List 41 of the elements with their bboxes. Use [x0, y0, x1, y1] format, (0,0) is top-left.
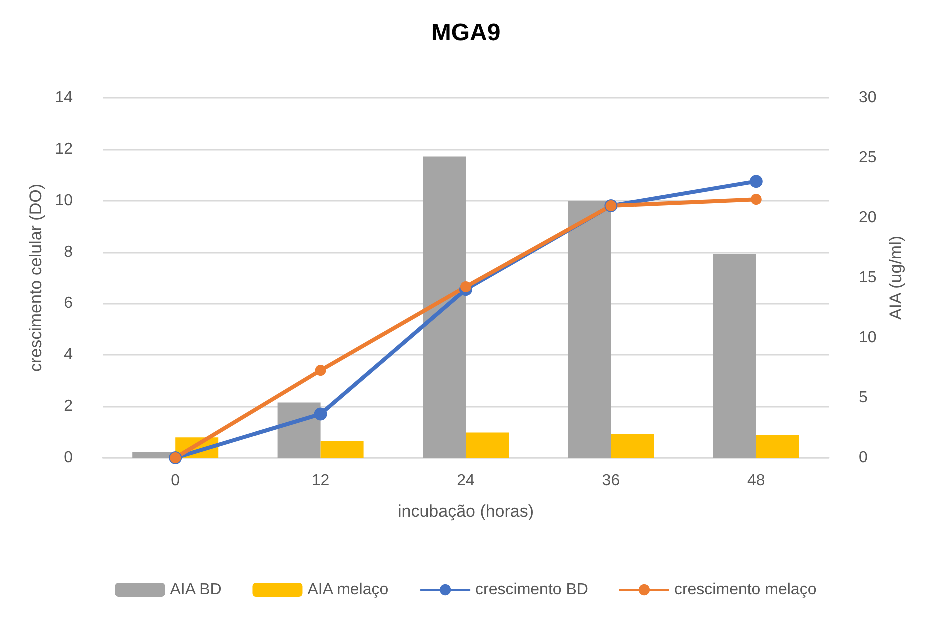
- y2-tick-label: 15: [859, 270, 877, 286]
- y-tick-label: 0: [64, 450, 74, 466]
- x-tick-label: 48: [748, 472, 766, 490]
- x-tick-label: 24: [457, 472, 475, 490]
- bar: [713, 254, 756, 458]
- y-tick-label: 6: [64, 295, 74, 312]
- legend-label: crescimento BD: [476, 582, 588, 598]
- bar: [466, 432, 509, 458]
- point: [750, 175, 763, 188]
- x-tick-label: 36: [602, 472, 620, 490]
- x-axis-title: incubação (horas): [398, 502, 534, 521]
- x-tick-label: 0: [171, 472, 180, 490]
- legend-label: AIA BD: [170, 582, 222, 598]
- bar: [423, 156, 466, 458]
- legend-label: crescimento melaço: [674, 582, 817, 598]
- y2-tick-label: 10: [859, 330, 877, 346]
- bar: [611, 434, 654, 458]
- y-tick-label: 4: [64, 346, 74, 364]
- y-tick-label: 10: [55, 192, 74, 210]
- y2-tick-label: 30: [859, 90, 877, 106]
- y-tick-label: 12: [55, 140, 74, 158]
- y-axis-title: crescimento celular (DO): [26, 184, 46, 372]
- bar: [568, 201, 612, 458]
- point: [314, 408, 328, 421]
- bar: [756, 435, 800, 458]
- y-tick-label: 2: [64, 398, 74, 416]
- y2-tick-label: 20: [859, 210, 877, 226]
- legend-label: AIA melaço: [308, 582, 389, 598]
- bar: [320, 441, 364, 458]
- y-tick-label: 14: [55, 90, 74, 106]
- chart-title: MGA9: [431, 20, 501, 46]
- x-tick-label: 12: [312, 472, 330, 490]
- bar: [278, 402, 321, 458]
- y2-tick-label: 0: [859, 450, 868, 466]
- y2-tick-label: 5: [859, 390, 868, 406]
- point: [460, 282, 472, 292]
- y2-axis-title: AIA (ug/ml): [886, 236, 906, 320]
- point: [750, 194, 762, 206]
- y-tick-label: 8: [64, 244, 74, 261]
- point: [315, 365, 326, 376]
- y2-tick-label: 25: [859, 150, 877, 166]
